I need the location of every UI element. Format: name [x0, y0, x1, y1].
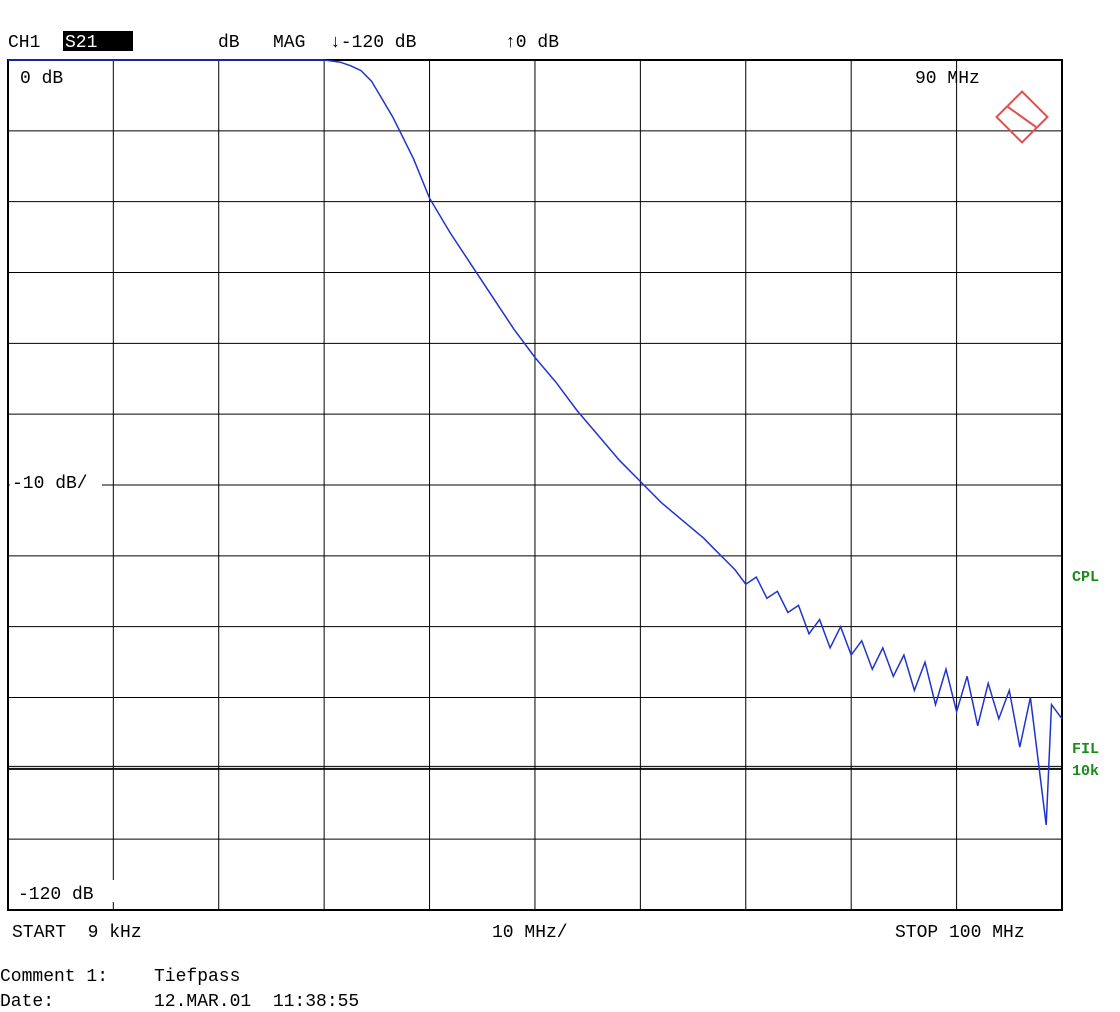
param-highlight: [63, 31, 133, 51]
scale-label-bg: [10, 472, 102, 494]
unit: dB: [218, 33, 240, 53]
span-label: 10 MHz/: [492, 923, 568, 943]
cpl-label: CPL: [1072, 569, 1099, 586]
bottom-label-bg: [14, 880, 114, 902]
plot-frame: [7, 59, 1063, 911]
comment: Tiefpass: [154, 967, 240, 987]
date: 12.MAR.01 11:38:55: [154, 992, 359, 1012]
date-label: Date:: [0, 992, 54, 1012]
comment-label: Comment 1:: [0, 967, 108, 987]
parameter: S21: [65, 33, 97, 53]
scale-label: -10 dB/: [12, 474, 88, 494]
format: MAG: [273, 33, 305, 53]
fil-label: FIL: [1072, 741, 1099, 758]
logo: [995, 90, 1049, 144]
start-label: START 9 kHz: [12, 923, 142, 943]
top-left-label: 0 dB: [20, 69, 63, 89]
marker-label: 90 MHz: [915, 69, 980, 89]
stop-label: STOP 100 MHz: [895, 923, 1025, 943]
if-bw-label: 10k: [1072, 763, 1099, 780]
channel: CH1: [8, 33, 40, 53]
trace: [8, 59, 1063, 826]
bottom-left-label: -120 dB: [18, 885, 94, 905]
logo-diamond: [995, 90, 1049, 144]
logo-stroke: [1007, 106, 1037, 128]
bottom-level: ↓-120 dB: [330, 33, 417, 53]
plot-area: [7, 59, 1063, 911]
top-level: ↑0 dB: [505, 33, 559, 53]
